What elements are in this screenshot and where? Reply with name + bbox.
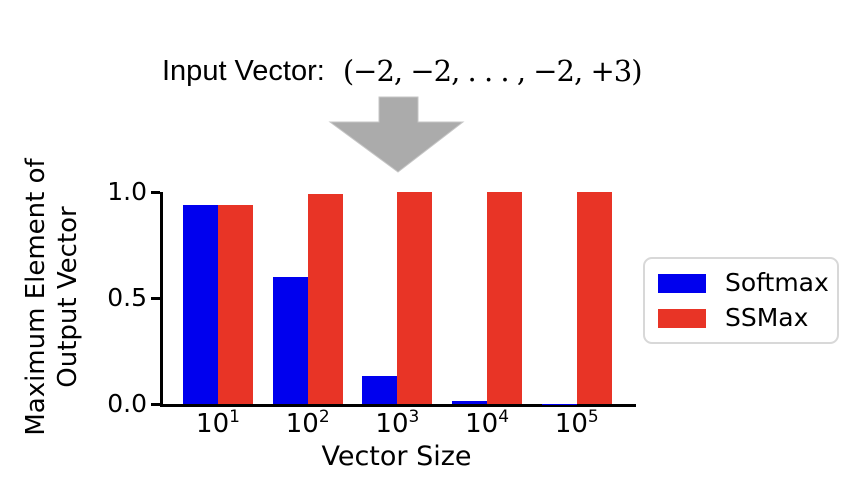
bar-ssmax-10e4 [487,192,523,404]
y-tick-0.0 [151,402,160,406]
y-tick-label-0.0: 0.0 [107,389,147,418]
x-tick-label-10e2: 102 [285,407,330,439]
plot-area: 101 102 103 104 105 0.0 0.5 1.0 [107,177,636,438]
down-arrow-icon [328,96,465,173]
y-tick-1.0 [151,190,160,194]
y-tick-label-0.5: 0.5 [107,283,147,312]
y-axis-label: Maximum Element of Output Vector [21,158,83,436]
legend-entry-softmax: Softmax [658,270,829,296]
figure-title: Input Vector: (−2, −2, . . . , −2, +3) [162,48,643,94]
title-input-vector: (−2, −2, . . . , −2, +3) [342,54,643,88]
legend-entry-ssmax: SSMax [658,305,824,331]
x-tick-label-10e1: 101 [196,407,240,439]
x-tick-label-10e4: 104 [465,407,510,439]
legend-swatch-ssmax [658,308,706,328]
legend-label-softmax: Softmax [725,268,829,297]
legend-label-ssmax: SSMax [725,303,809,332]
y-tick-0.5 [151,296,160,300]
bar-softmax-10e1 [183,204,218,404]
legend: Softmax SSMax [643,257,839,344]
bar-softmax-10e2 [272,276,308,404]
bar-ssmax-10e5 [576,192,612,404]
bar-ssmax-10e2 [307,194,343,404]
bar-softmax-10e3 [362,376,398,404]
x-axis-label: Vector Size [321,441,472,472]
title-label: Input Vector: [162,54,325,87]
down-arrow-shape [328,96,465,173]
bar-ssmax-10e1 [218,204,253,404]
x-tick-label-10e3: 103 [375,407,420,439]
bar-softmax-10e4 [452,400,488,404]
bar-ssmax-10e3 [397,192,433,404]
y-tick-label-1.0: 1.0 [107,177,147,206]
x-tick-label-10e5: 105 [554,407,599,439]
legend-swatch-softmax [658,273,706,293]
